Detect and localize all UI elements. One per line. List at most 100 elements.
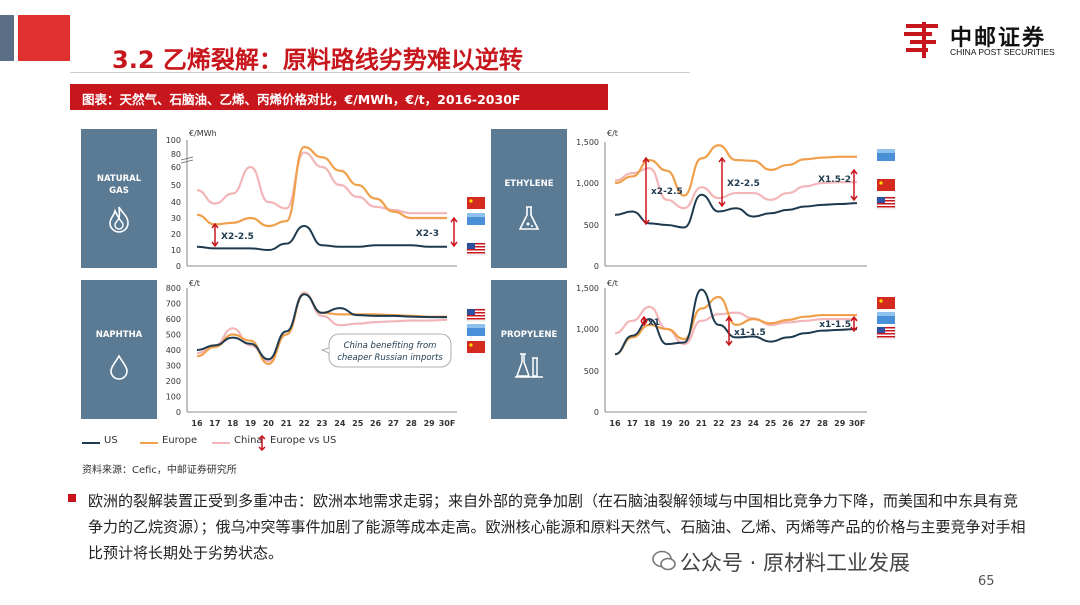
naphtha-chart: €/t 0 100 200 300 400 500 600 700 800 16 17 18 19 20 21… [166,279,486,428]
x-tick-label: 23 [730,419,741,428]
panel-naphtha: NAPHTHA [81,280,157,419]
x-tick-label: 20 [679,419,691,428]
y-tick-label: 1,000 [576,179,599,188]
bullet-marker [68,494,76,502]
y-tick-label: 700 [166,300,181,309]
legend-label-europe: Europe [162,435,198,446]
header-accent-bar-red [18,15,70,61]
y-tick-label: 600 [166,315,181,324]
x-tick-label: 23 [316,419,327,428]
flag-us-icon [876,326,896,340]
series-line-us [614,288,858,356]
x-tick-label: 29 [834,419,846,428]
ratio-annotation [718,156,726,208]
y-tick-label: 100 [166,136,181,145]
x-tick-label: 24 [334,419,346,428]
legend-swatch-europe [140,442,158,444]
x-tick-label: 28 [406,419,418,428]
callout-line-2: cheaper Russian imports [337,353,443,363]
wechat-icon [652,550,676,571]
x-tick-label: 17 [209,419,220,428]
ratio-annotation-label: X2-2.5 [727,179,760,189]
y-tick-label: 50 [171,181,181,190]
figure-caption-bar [70,84,608,110]
series-line-china [196,291,448,362]
legend-swatch-china [212,442,230,444]
x-tick-label: 30F [439,419,456,428]
ratio-annotation [450,216,458,248]
droplet-icon [110,354,128,380]
y-unit-label: €/t [607,279,618,288]
series-line-us [196,293,447,361]
series-line-china [614,167,857,210]
y-tick-label: 500 [166,331,181,340]
x-tick-label: 30F [849,419,866,428]
y-tick-label: 80 [171,150,181,159]
panel-label-gas: GAS [109,186,129,196]
y-tick-label: 500 [584,367,599,376]
x-tick-label: 18 [644,419,656,428]
x-tick-label: 27 [388,419,399,428]
y-unit-label: €/t [189,279,200,288]
natural-gas-chart: €/MWh 0 10 20 30 40 50 60 80 100 X2-2.5 X2-3 [166,129,486,271]
y-tick-label: 0 [594,262,599,271]
ratio-annotation-label: X1.5-2 [818,175,851,185]
series-line-china [614,305,857,346]
series-line-china [196,151,447,215]
x-tick-label: 22 [299,419,310,428]
ratio-annotation-label: x2-2.5 [651,187,683,197]
x-tick-label: 21 [696,419,708,428]
range-arrow-icon [258,435,266,451]
flag-europe-icon [877,312,895,324]
y-tick-label: 0 [176,262,181,271]
watermark-text: 公众号 · 原材料工业发展 [680,551,911,575]
y-tick-label: 400 [166,346,181,355]
legend-swatch-us [82,442,100,444]
x-tick-label: 16 [609,419,621,428]
body-paragraph: 欧洲的裂解装置正受到多重冲击：欧洲本地需求走弱；来自外部的竞争加剧（在石脑油裂解… [88,492,1026,562]
y-tick-label: 1,500 [576,138,599,147]
propylene-chart: €/t 0 500 1,000 1,500 16 17 18 19 20 21 22 23 24 25 26 2… [576,279,896,428]
ethylene-chart: €/t 0 500 1,000 1,500 x2-2.5 X2-2.5 X1.5-2 [576,129,896,271]
x-tick-label: 19 [245,419,257,428]
x-tick-label: 24 [748,419,760,428]
x-tick-label: 26 [782,419,794,428]
flag-us-icon [876,196,896,210]
ratio-annotation-label: x1 [648,318,660,328]
y-tick-label: 300 [166,362,181,371]
x-tick-label: 28 [817,419,829,428]
ratio-annotation [725,315,733,347]
y-tick-label: 0 [176,408,181,417]
page-number: 65 [978,574,995,589]
source-note: 资料来源：Cefic，中邮证券研究所 [82,465,237,476]
flame-icon [109,206,129,233]
x-tick-label: 22 [713,419,724,428]
legend-label-range: Europe vs US [270,435,337,446]
page-title: 3.2 乙烯裂解：原料路线劣势难以逆转 [112,46,523,74]
flag-us-icon [466,308,486,322]
x-tick-label: 16 [191,419,203,428]
panel-label-propylene: PROPYLENE [500,330,558,340]
x-tick-label: 17 [627,419,638,428]
series-line-europe [614,144,857,197]
flag-china-icon [467,197,485,209]
ratio-annotation [850,315,858,333]
x-tick-label: 26 [370,419,382,428]
panel-propylene: PROPYLENE [491,280,567,419]
y-tick-label: 500 [584,221,599,230]
panel-ethylene: ETHYLENE [491,129,567,268]
y-tick-label: 200 [166,377,181,386]
x-tick-label: 21 [281,419,293,428]
flag-us-icon [466,242,486,256]
logo-cn-text: 中邮证券 [950,26,1047,51]
x-tick-label: 25 [352,419,364,428]
panel-natural-gas: NATURAL GAS [81,129,157,268]
flag-europe-icon [877,149,895,161]
y-tick-label: 0 [594,408,599,417]
callout-line-1: China benefiting from [344,341,437,351]
x-tick-label: 25 [765,419,777,428]
y-unit-label: €/t [607,129,618,138]
y-tick-label: 100 [166,393,181,402]
ratio-annotation [850,168,858,202]
lab-flasks-icon [515,353,543,378]
